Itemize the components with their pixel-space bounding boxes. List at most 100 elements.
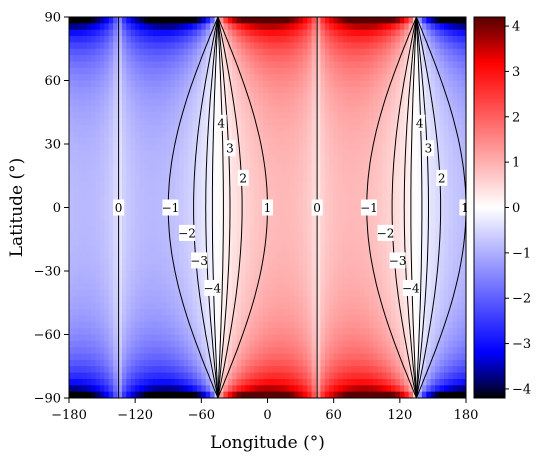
heat-cell [263,99,269,107]
heat-cell [227,353,233,361]
heat-cell [280,309,286,317]
heat-cell [417,169,423,177]
heat-cell [271,302,277,310]
heat-cell [289,226,295,234]
heat-cell [82,61,88,69]
heat-cell [307,188,313,196]
heat-cell [157,378,163,386]
heat-cell [324,251,330,259]
heat-cell [289,194,295,202]
heat-cell [391,99,397,107]
heat-cell [188,277,194,285]
heat-cell [293,175,299,183]
heat-cell [232,239,238,247]
heat-cell [121,23,127,31]
heat-cell [395,385,401,393]
heat-cell [280,391,286,398]
heat-cell [426,283,432,291]
heat-cell [135,175,141,183]
heat-cell [298,201,304,209]
heat-cell [148,277,154,285]
heat-cell [329,201,335,209]
heat-cell [166,144,172,151]
heat-cell [196,156,202,164]
heat-cell [77,245,83,253]
heat-cell [395,188,401,196]
heat-cell [166,175,172,183]
heat-cell [130,118,136,126]
heat-cell [368,347,374,355]
heat-cell [276,86,282,94]
heat-cell [205,80,211,88]
heat-cell [183,150,189,158]
heat-cell [373,156,379,164]
heat-cell [157,232,163,240]
heat-cell [99,340,105,348]
heat-cell [298,17,304,24]
heat-cell [368,188,374,196]
heat-cell [254,264,260,272]
heat-cell [324,150,330,158]
heat-cell [99,74,105,82]
heat-cell [368,99,374,107]
heat-cell [249,258,255,266]
heat-cell [307,182,313,190]
heat-cell [267,378,273,386]
heat-cell [307,366,313,374]
heat-cell [77,366,83,374]
heat-cell [104,194,110,202]
heat-cell [69,80,75,88]
heat-cell [210,137,216,145]
heat-cell [263,17,269,24]
heat-cell [73,194,79,202]
heat-cell [170,232,176,240]
heat-cell [430,99,436,107]
heat-cell [267,156,273,164]
heat-cell [130,271,136,278]
heat-cell [223,378,229,386]
heat-cell [117,156,123,164]
heat-cell [73,175,79,183]
heat-cell [201,175,207,183]
heat-cell [373,23,379,31]
heat-cell [302,29,308,37]
heat-cell [311,296,317,304]
heat-cell [307,271,313,278]
heat-cell [289,290,295,297]
heat-cell [170,175,176,183]
heat-cell [73,188,79,196]
heat-cell [408,315,414,323]
heat-cell [135,302,141,310]
heat-cell [298,67,304,75]
heat-cell [368,213,374,221]
heat-cell [232,251,238,259]
heat-cell [276,48,282,56]
heat-cell [404,328,410,336]
heat-cell [311,48,317,56]
heat-cell [289,144,295,151]
heat-cell [232,258,238,266]
heat-cell [360,23,366,31]
heat-cell [333,29,339,37]
heat-cell [82,80,88,88]
heat-cell [108,315,114,323]
heat-cell [161,118,167,126]
heat-cell [395,169,401,177]
heat-cell [143,391,149,398]
heat-cell [210,42,216,50]
heat-cell [408,359,414,367]
heat-cell [276,232,282,240]
heat-cell [399,372,405,380]
heat-cell [95,156,101,164]
heat-cell [152,131,158,139]
heat-cell [311,150,317,158]
heat-cell [302,315,308,323]
heat-cell [267,29,273,37]
heat-cell [227,290,233,297]
heat-cell [113,124,119,132]
heat-cell [316,150,322,158]
heat-cell [86,163,92,170]
heat-cell [214,321,220,329]
heat-cell [404,245,410,253]
heat-cell [245,55,251,63]
